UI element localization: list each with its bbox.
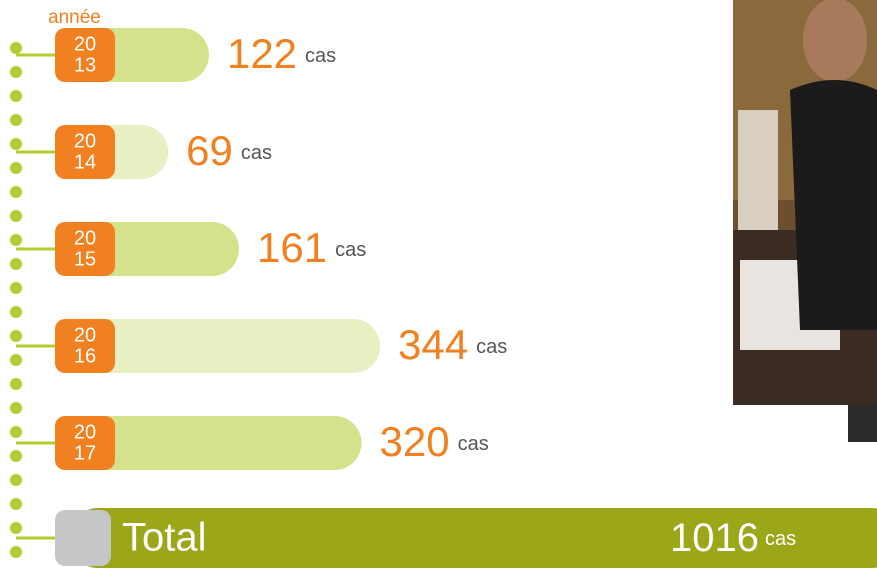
year-bottom: 16 xyxy=(74,345,96,367)
value: 69 xyxy=(186,127,233,174)
value: 122 xyxy=(227,30,297,77)
value: 161 xyxy=(257,224,327,271)
year-top: 20 xyxy=(74,421,96,443)
guide-dot xyxy=(10,306,22,318)
guide-dot xyxy=(10,282,22,294)
year-bottom: 15 xyxy=(74,248,96,270)
year-top: 20 xyxy=(74,227,96,249)
year-badge xyxy=(55,125,115,179)
guide-dot xyxy=(10,138,22,150)
unit: cas xyxy=(458,433,489,455)
photo xyxy=(733,0,877,442)
value-label: 122 cas xyxy=(227,30,336,77)
unit: cas xyxy=(241,142,272,164)
guide-dot xyxy=(10,210,22,222)
value: 320 xyxy=(380,418,450,465)
value: 1016 xyxy=(670,516,759,560)
year-badge xyxy=(55,416,115,470)
guide-dot xyxy=(10,378,22,390)
unit: cas xyxy=(476,336,507,358)
year-badge xyxy=(55,222,115,276)
year-top: 20 xyxy=(74,130,96,152)
total-value: 1016 cas xyxy=(670,516,796,560)
total-badge xyxy=(55,510,111,566)
axis-label: année xyxy=(48,7,101,28)
year-bottom: 17 xyxy=(74,442,96,464)
unit: cas xyxy=(765,528,796,550)
year-top: 20 xyxy=(74,33,96,55)
year-bottom: 13 xyxy=(74,54,96,76)
guide-dot xyxy=(10,90,22,102)
year-badge xyxy=(55,319,115,373)
bar xyxy=(55,319,380,373)
guide-dot xyxy=(10,354,22,366)
guide-dot xyxy=(10,450,22,462)
guide-dot xyxy=(10,234,22,246)
guide-dot xyxy=(10,258,22,270)
unit: cas xyxy=(305,45,336,67)
value-label: 320 cas xyxy=(380,418,489,465)
guide-dot xyxy=(10,42,22,54)
guide-dot xyxy=(10,186,22,198)
guide-dot xyxy=(10,474,22,486)
guide-dot xyxy=(10,522,22,534)
unit: cas xyxy=(335,239,366,261)
year-badge xyxy=(55,28,115,82)
guide-dot xyxy=(10,330,22,342)
value: 344 xyxy=(398,321,468,368)
total-label: Total xyxy=(122,516,207,560)
value-label: 161 cas xyxy=(257,224,366,271)
bar xyxy=(55,416,362,470)
value-label: 69 cas xyxy=(186,127,272,174)
guide-dot xyxy=(10,66,22,78)
year-bottom: 14 xyxy=(74,151,96,173)
guide-dot xyxy=(10,114,22,126)
guide-dot xyxy=(10,426,22,438)
total-bar xyxy=(70,508,877,568)
value-label: 344 cas xyxy=(398,321,507,368)
guide-dot xyxy=(10,546,22,558)
guide-dot xyxy=(10,498,22,510)
guide-dot xyxy=(10,162,22,174)
year-top: 20 xyxy=(74,324,96,346)
guide-dot xyxy=(10,402,22,414)
